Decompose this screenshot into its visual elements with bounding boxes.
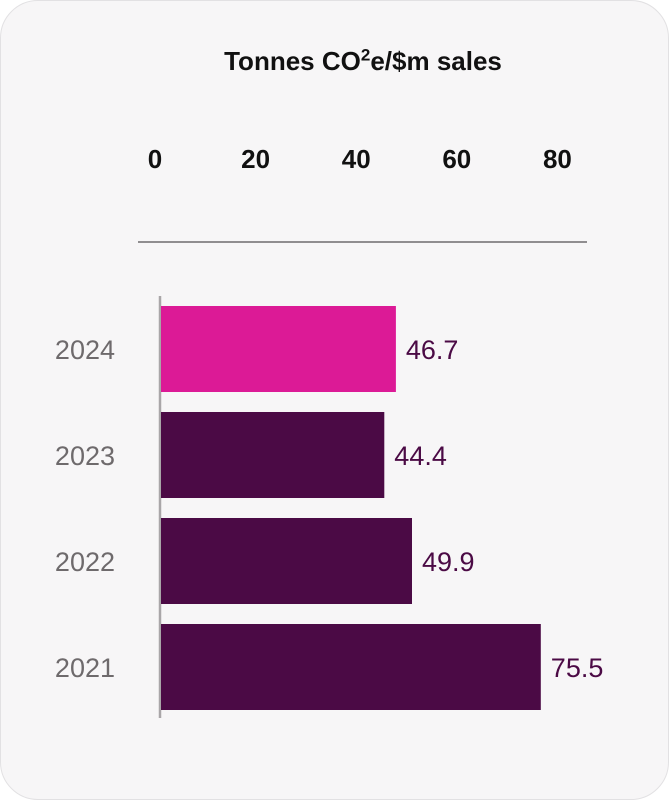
bar [161,412,385,498]
title-main: Tonnes CO [224,46,361,76]
value-labels: 46.7 44.4 49.9 75.5 [394,335,603,683]
title-rest: e/$m sales [370,46,502,76]
data-label: 75.5 [551,653,604,683]
x-tick-label: 40 [342,144,371,174]
data-label: 49.9 [422,547,475,577]
category-label: 2022 [55,547,115,577]
title-superscript: 2 [360,45,371,65]
x-tick-labels: 0 20 40 60 80 [148,144,572,174]
x-tick-label: 0 [148,144,162,174]
x-tick-label: 20 [241,144,270,174]
bar [161,306,396,392]
x-tick-label: 80 [543,144,572,174]
category-label: 2024 [55,335,115,365]
data-label: 46.7 [406,335,459,365]
category-labels: 2024 2023 2022 2021 [55,335,115,683]
chart-title: Tonnes CO2e/$m sales [0,46,669,77]
x-tick-label: 60 [442,144,471,174]
bars [161,306,541,710]
bar [161,624,541,710]
category-label: 2023 [55,441,115,471]
bar [161,518,412,604]
category-label: 2021 [55,653,115,683]
data-label: 44.4 [394,441,447,471]
